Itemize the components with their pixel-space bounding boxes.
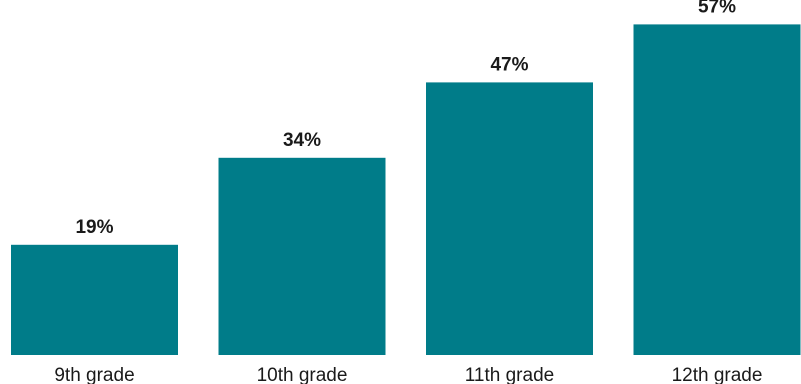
value-label-11th-grade: 47% — [490, 54, 528, 75]
category-label-11th-grade: 11th grade — [465, 365, 554, 384]
value-labels-layer: 19% 34% 47% 57% — [75, 0, 736, 238]
bars-layer — [11, 24, 801, 356]
bar-11th-grade — [426, 82, 593, 356]
category-labels-layer: 9th grade 10th grade 11th grade 12th grade — [54, 365, 762, 384]
bar-12th-grade — [633, 24, 801, 356]
category-label-9th-grade: 9th grade — [54, 365, 134, 384]
value-label-12th-grade: 57% — [698, 0, 736, 17]
category-label-12th-grade: 12th grade — [672, 365, 763, 384]
value-label-10th-grade: 34% — [283, 130, 321, 151]
category-label-10th-grade: 10th grade — [257, 365, 348, 384]
bar-10th-grade — [218, 157, 386, 355]
value-label-9th-grade: 19% — [75, 217, 113, 238]
bar-9th-grade — [11, 244, 178, 355]
